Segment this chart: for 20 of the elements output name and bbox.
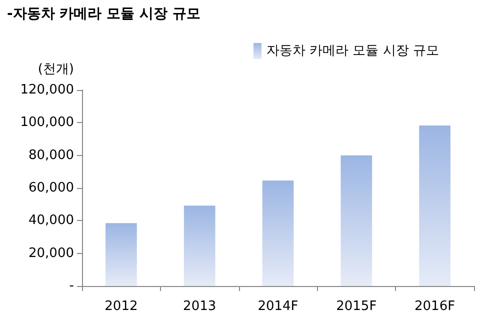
y-tick-label: 20,000 — [28, 246, 74, 261]
legend-label: 자동차 카메라 모듈 시장 규모 — [266, 44, 439, 58]
x-tick-label: 2012 — [104, 299, 138, 314]
x-tick-label: 2016F — [414, 299, 456, 314]
bar — [262, 180, 294, 286]
chart-title: -자동차 카메라 모듈 시장 규모 — [7, 6, 200, 22]
y-tick-label: 80,000 — [28, 148, 74, 163]
y-tick-label: 100,000 — [20, 115, 74, 130]
y-axis-title: (천개) — [38, 62, 74, 77]
y-tick-label: 120,000 — [20, 82, 74, 98]
x-tick-label: 2015F — [336, 299, 377, 314]
y-tick-label: 40,000 — [28, 213, 74, 228]
bar — [419, 125, 450, 286]
bar — [340, 155, 372, 286]
y-tick-label: 60,000 — [28, 180, 74, 196]
y-tick-label: - — [69, 278, 74, 294]
bar — [184, 206, 216, 286]
x-tick-label: 2014F — [258, 299, 298, 314]
bar — [106, 223, 137, 286]
x-tick-label: 2013 — [183, 299, 216, 314]
